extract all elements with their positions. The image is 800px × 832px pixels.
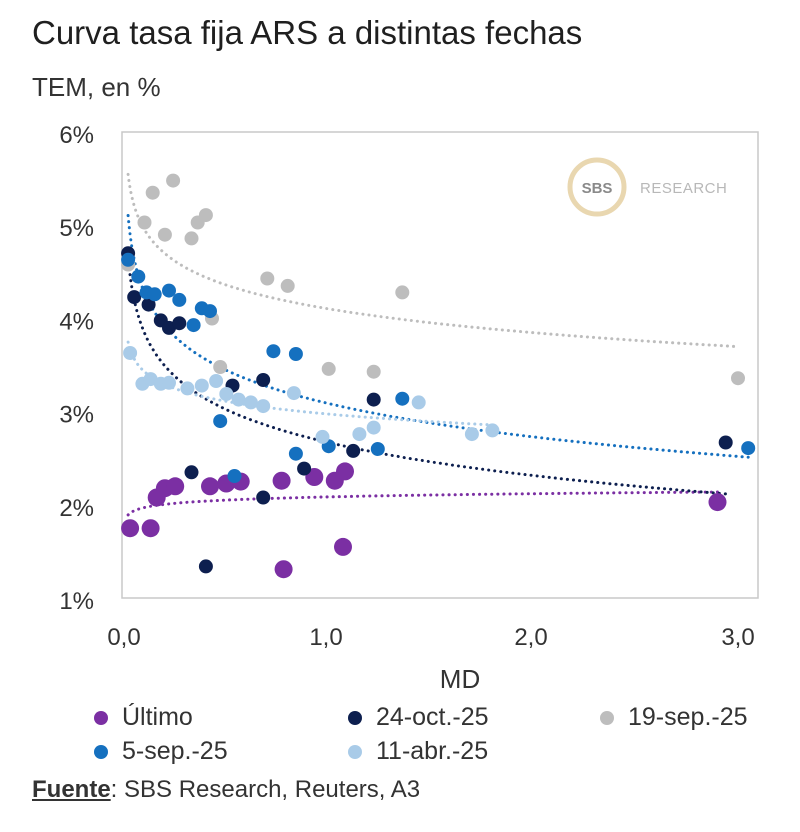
- x-tick-label: 2,0: [514, 624, 547, 651]
- data-point: [485, 423, 500, 438]
- logo-research-text: RESEARCH: [640, 180, 727, 197]
- trendline: [126, 172, 740, 349]
- chart-subtitle: TEM, en %: [32, 72, 161, 102]
- data-point: [157, 227, 172, 242]
- data-point: [288, 446, 303, 461]
- data-point: [288, 347, 303, 361]
- x-axis: 0,0 1,0 2,0 3,0: [107, 624, 754, 651]
- data-point: [209, 374, 224, 388]
- data-point: [256, 399, 271, 414]
- chart-title: Curva tasa fija ARS a distintas fechas: [32, 14, 583, 51]
- data-point: [127, 290, 142, 305]
- data-point: [213, 414, 228, 429]
- data-point: [395, 391, 410, 406]
- data-points: [121, 173, 756, 579]
- data-point: [141, 297, 156, 312]
- data-point: [731, 371, 745, 386]
- data-point: [315, 429, 330, 444]
- data-point: [219, 387, 234, 401]
- logo-badge-text: SBS: [582, 180, 613, 197]
- data-point: [274, 560, 293, 579]
- data-point: [166, 173, 181, 188]
- data-point: [286, 386, 301, 401]
- y-tick-label: 6%: [59, 122, 94, 149]
- data-point: [346, 443, 361, 458]
- data-point: [166, 477, 185, 496]
- data-point: [145, 185, 160, 200]
- logo-ring: [567, 157, 627, 217]
- data-point: [366, 420, 381, 435]
- data-point: [231, 392, 246, 407]
- data-point: [280, 278, 295, 293]
- data-point: [464, 427, 479, 442]
- data-point: [121, 252, 136, 267]
- data-point: [272, 471, 291, 490]
- data-point: [162, 375, 176, 390]
- data-point: [201, 477, 219, 496]
- data-point: [123, 346, 138, 360]
- data-point: [131, 269, 146, 284]
- data-point: [370, 442, 385, 456]
- x-tick-label: 3,0: [721, 624, 754, 651]
- data-point: [227, 469, 242, 483]
- data-point: [137, 215, 152, 230]
- data-point: [366, 364, 381, 379]
- data-point: [121, 519, 140, 538]
- data-point: [198, 559, 213, 574]
- source-label: Fuente: [32, 776, 111, 803]
- x-tick-label: 1,0: [309, 624, 342, 651]
- data-point: [297, 461, 312, 476]
- data-point: [741, 441, 756, 456]
- data-point: [194, 378, 209, 393]
- x-tick-label: 0,0: [107, 624, 140, 651]
- data-point: [411, 395, 426, 410]
- data-point: [184, 465, 199, 480]
- data-point: [186, 318, 201, 333]
- data-point: [213, 360, 228, 374]
- data-point: [352, 427, 367, 442]
- data-point: [203, 304, 217, 319]
- data-point: [162, 283, 176, 298]
- data-point: [395, 285, 410, 300]
- trendline: [126, 340, 494, 427]
- data-point: [172, 316, 187, 331]
- y-tick-label: 3%: [59, 402, 94, 429]
- y-tick-label: 2%: [59, 495, 94, 522]
- data-point: [708, 493, 727, 512]
- data-point: [172, 292, 187, 307]
- data-point: [147, 287, 162, 302]
- data-point: [718, 435, 733, 450]
- data-point: [243, 395, 258, 410]
- y-axis: 1% 2% 3% 4% 5% 6%: [59, 122, 94, 615]
- data-point: [256, 373, 271, 387]
- y-tick-label: 4%: [59, 308, 94, 335]
- data-point: [260, 271, 275, 286]
- data-point: [366, 392, 381, 407]
- source-text: : SBS Research, Reuters, A3: [110, 776, 421, 803]
- data-point: [266, 344, 281, 359]
- data-point: [141, 519, 160, 538]
- data-point: [334, 537, 352, 556]
- y-tick-label: 1%: [59, 588, 94, 615]
- data-point: [184, 231, 199, 246]
- sbs-research-logo: SBS RESEARCH: [567, 157, 727, 217]
- y-tick-label: 5%: [59, 215, 94, 242]
- data-point: [180, 381, 195, 396]
- data-point: [256, 490, 271, 505]
- source-note: Fuente: SBS Research, Reuters, A3: [32, 776, 420, 804]
- plot-area: [121, 131, 759, 599]
- data-point: [336, 462, 354, 481]
- x-axis-label: MD: [440, 664, 480, 694]
- data-point: [321, 361, 336, 376]
- data-point: [198, 208, 213, 223]
